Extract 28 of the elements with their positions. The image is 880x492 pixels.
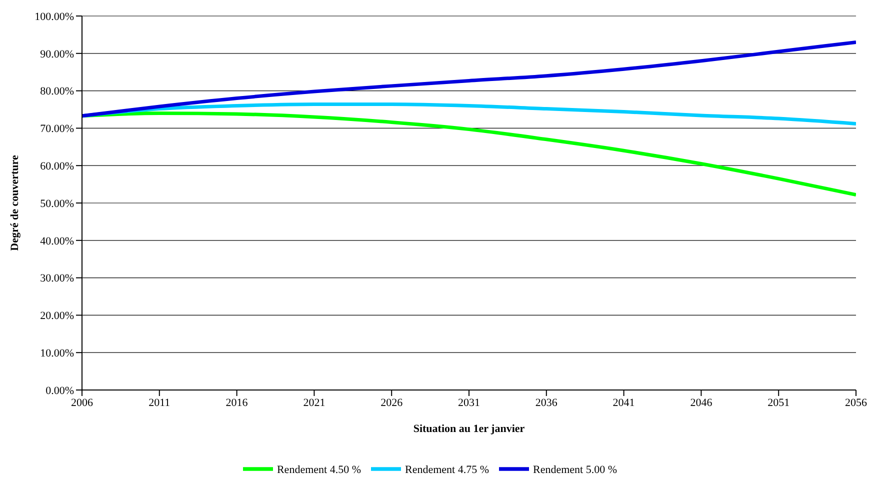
x-tick-label: 2046 — [690, 396, 713, 409]
x-tick-label: 2036 — [535, 396, 558, 409]
y-tick-label: 50.00% — [40, 198, 74, 210]
legend-label: Rendement 4.50 % — [276, 464, 361, 476]
y-tick-label: 10.00% — [40, 348, 74, 360]
y-tick-label: 70.00% — [40, 123, 74, 136]
legend-label: Rendement 5.00 % — [533, 464, 618, 476]
legend-label: Rendement 4.75 % — [404, 464, 489, 476]
x-tick-label: 2021 — [303, 396, 326, 409]
y-tick-label: 20.00% — [40, 310, 74, 322]
x-tick-label: 2056 — [845, 396, 868, 409]
line-series — [82, 102, 856, 126]
x-tick-label: 2011 — [148, 396, 170, 409]
x-tick-label: 2006 — [71, 396, 94, 409]
y-tick-label: 90.00% — [40, 48, 74, 60]
y-axis-title: Degré de couverture — [8, 155, 21, 251]
y-tick-label: 60.00% — [40, 160, 74, 173]
x-tick-label: 2051 — [768, 396, 790, 409]
x-tick-label: 2016 — [226, 396, 248, 409]
x-axis-title: Situation au 1er janvier — [413, 423, 525, 435]
y-tick-label: 30.00% — [40, 272, 74, 285]
y-tick-label: 40.00% — [40, 235, 74, 248]
x-tick-label: 2041 — [612, 396, 635, 409]
x-tick-label: 2031 — [458, 396, 480, 409]
y-tick-label: 100.00% — [34, 10, 74, 23]
y-tick-label: 0.00% — [46, 384, 74, 397]
y-tick-label: 80.00% — [40, 86, 74, 98]
x-tick-label: 2026 — [380, 396, 404, 409]
